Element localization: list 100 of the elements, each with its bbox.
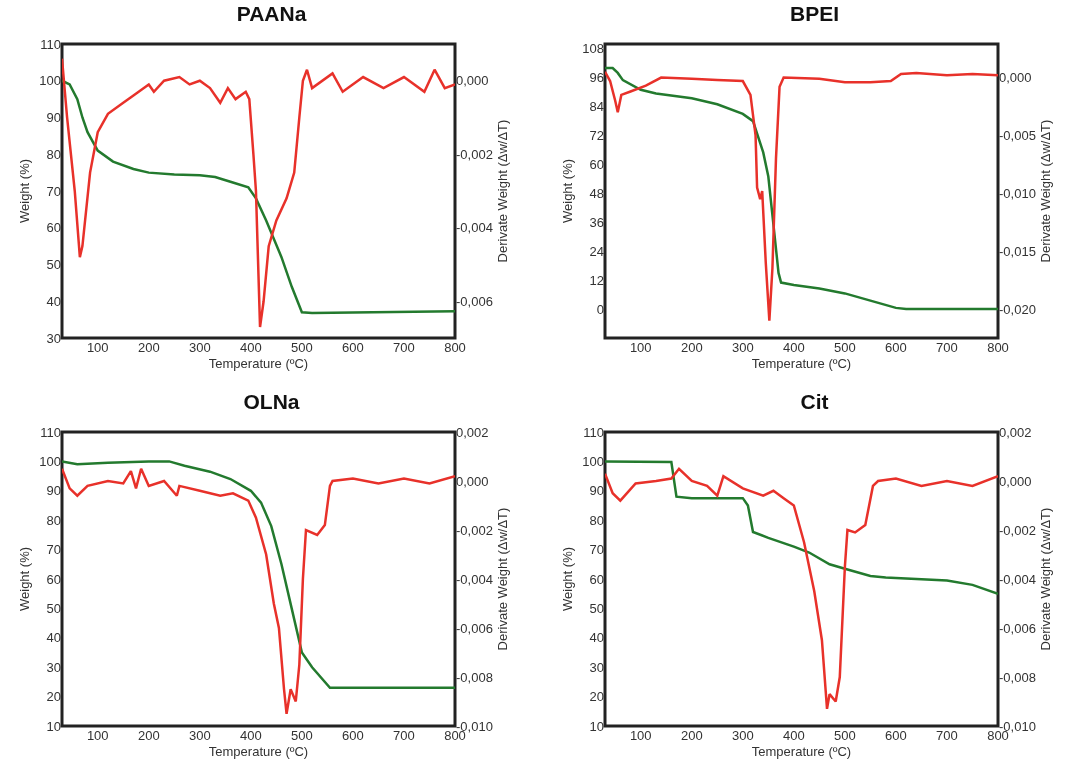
y-tick-label: 0 bbox=[596, 301, 604, 317]
x-tick-label: 500 bbox=[834, 340, 856, 355]
y-tick-label: 60 bbox=[46, 571, 61, 587]
chart-title: BPEI bbox=[789, 1, 840, 25]
x-tick-label: 200 bbox=[680, 728, 703, 743]
y-axis-title: Weight (%) bbox=[560, 158, 576, 224]
y2-tick-label: 0,002 bbox=[456, 424, 489, 440]
x-axis-title: Temperature (ºC) bbox=[751, 743, 852, 759]
y2-tick-label: -0,010 bbox=[999, 185, 1036, 201]
y-axis-title: Weight (%) bbox=[17, 546, 33, 612]
x-tick-label: 700 bbox=[936, 340, 958, 355]
y-axis-title: Weight (%) bbox=[560, 546, 576, 612]
y-tick-label: 60 bbox=[46, 220, 61, 236]
x-tick-label: 300 bbox=[731, 728, 754, 743]
y2-tick-label: 0,000 bbox=[999, 473, 1032, 489]
x-axis-title: Temperature (ºC) bbox=[751, 355, 852, 371]
x-tick-label: 400 bbox=[782, 728, 805, 743]
y-tick-label: 72 bbox=[589, 128, 604, 144]
y-tick-label: 80 bbox=[589, 512, 604, 528]
y-tick-label: 20 bbox=[589, 689, 604, 705]
x-tick-label: 300 bbox=[188, 340, 211, 355]
y-tick-label: 36 bbox=[589, 214, 604, 230]
y-tick-label: 48 bbox=[589, 185, 604, 201]
y-tick-label: 30 bbox=[589, 659, 604, 675]
y2-tick-label: -0,005 bbox=[999, 127, 1036, 143]
y2-tick-label: 0,000 bbox=[456, 473, 489, 489]
x-tick-label: 800 bbox=[444, 340, 466, 355]
x-tick-label: 600 bbox=[342, 728, 364, 743]
x-tick-label: 100 bbox=[629, 728, 652, 743]
y-tick-label: 50 bbox=[589, 600, 604, 616]
y2-tick-label: -0,004 bbox=[456, 571, 493, 587]
y-tick-label: 100 bbox=[39, 453, 61, 469]
y-tick-label: 24 bbox=[589, 243, 604, 259]
y-tick-label: 50 bbox=[46, 257, 61, 273]
x-tick-label: 700 bbox=[393, 340, 415, 355]
x-tick-label: 300 bbox=[731, 340, 754, 355]
x-tick-label: 500 bbox=[291, 340, 313, 355]
y2-tick-label: -0,008 bbox=[456, 669, 493, 685]
y-tick-label: 90 bbox=[589, 483, 604, 499]
y2-tick-label: 0,000 bbox=[999, 70, 1032, 86]
y-tick-label: 40 bbox=[46, 293, 61, 309]
y-tick-label: 90 bbox=[46, 483, 61, 499]
x-tick-label: 700 bbox=[936, 728, 958, 743]
x-tick-label: 800 bbox=[987, 340, 1009, 355]
y-tick-label: 96 bbox=[589, 70, 604, 86]
y-tick-label: 100 bbox=[39, 73, 61, 89]
y-tick-label: 110 bbox=[40, 424, 61, 440]
x-tick-label: 100 bbox=[629, 340, 652, 355]
y2-tick-label: -0,015 bbox=[999, 243, 1036, 259]
x-tick-label: 100 bbox=[86, 340, 109, 355]
y2-tick-label: -0,004 bbox=[999, 571, 1036, 587]
x-tick-label: 400 bbox=[239, 340, 262, 355]
y-tick-label: 30 bbox=[46, 659, 61, 675]
x-tick-label: 600 bbox=[885, 728, 907, 743]
y2-axis-title: Derivate Weight (Δw/ΔT) bbox=[1038, 507, 1054, 651]
x-tick-label: 200 bbox=[137, 728, 160, 743]
x-tick-label: 200 bbox=[680, 340, 703, 355]
y-tick-label: 60 bbox=[589, 157, 604, 173]
y-tick-label: 10 bbox=[589, 718, 604, 734]
y-tick-label: 12 bbox=[589, 272, 604, 288]
x-tick-label: 700 bbox=[393, 728, 415, 743]
y-tick-label: 20 bbox=[46, 689, 61, 705]
x-tick-label: 300 bbox=[188, 728, 211, 743]
y2-tick-label: -0,006 bbox=[456, 620, 493, 636]
y2-axis-title: Derivate Weight (Δw/ΔT) bbox=[1038, 119, 1054, 263]
line-series bbox=[605, 467, 998, 711]
y-axis-title: Weight (%) bbox=[17, 158, 33, 224]
y2-tick-label: -0,006 bbox=[456, 293, 493, 309]
x-tick-label: 100 bbox=[86, 728, 109, 743]
x-tick-label: 400 bbox=[782, 340, 805, 355]
chart-title: PAANa bbox=[236, 1, 307, 25]
y2-tick-label: -0,002 bbox=[456, 146, 493, 162]
chart-title: OLNa bbox=[243, 389, 300, 413]
x-axis-title: Temperature (ºC) bbox=[208, 743, 309, 759]
y-tick-label: 40 bbox=[46, 630, 61, 646]
x-tick-label: 600 bbox=[342, 340, 364, 355]
y-tick-label: 100 bbox=[582, 453, 604, 469]
y-tick-label: 10 bbox=[46, 718, 61, 734]
y-tick-label: 84 bbox=[589, 99, 604, 115]
y2-tick-label: -0,004 bbox=[456, 220, 493, 236]
x-tick-label: 600 bbox=[885, 340, 907, 355]
y-tick-label: 110 bbox=[583, 424, 604, 440]
y-tick-label: 108 bbox=[582, 41, 604, 57]
y-tick-label: 70 bbox=[46, 183, 61, 199]
x-axis-title: Temperature (ºC) bbox=[208, 355, 309, 371]
y2-tick-label: -0,006 bbox=[999, 620, 1036, 636]
y-tick-label: 30 bbox=[46, 330, 61, 346]
y-tick-label: 90 bbox=[46, 110, 61, 126]
y2-tick-label: -0,002 bbox=[999, 522, 1036, 538]
y-tick-label: 60 bbox=[589, 571, 604, 587]
y2-tick-label: 0,000 bbox=[456, 73, 489, 89]
y-tick-label: 80 bbox=[46, 512, 61, 528]
y2-tick-label: -0,002 bbox=[456, 522, 493, 538]
x-tick-label: 500 bbox=[834, 728, 856, 743]
y-tick-label: 80 bbox=[46, 146, 61, 162]
y2-tick-label: 0,002 bbox=[999, 424, 1032, 440]
line-series bbox=[605, 460, 998, 595]
y-tick-label: 50 bbox=[46, 600, 61, 616]
y-tick-label: 70 bbox=[589, 542, 604, 558]
y2-tick-label: -0,020 bbox=[999, 301, 1036, 317]
